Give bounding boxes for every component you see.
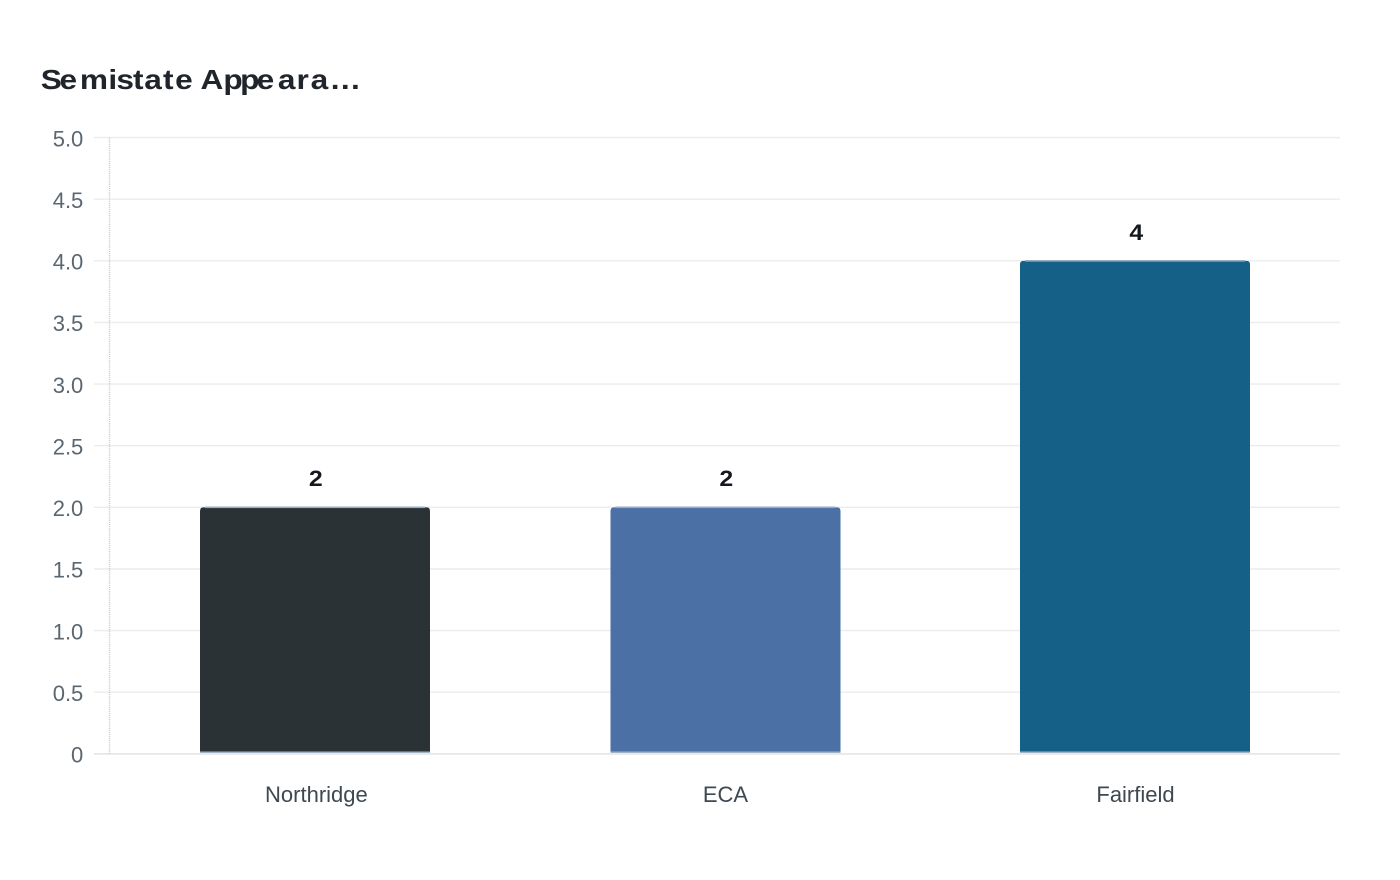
svg-text:4.5: 4.5 [53,188,84,213]
svg-text:1.0: 1.0 [53,619,84,644]
svg-text:Fairfield: Fairfield [1096,782,1174,807]
svg-text:ECA: ECA [703,782,749,807]
svg-text:3.0: 3.0 [53,373,84,398]
svg-text:2.0: 2.0 [53,496,84,521]
svg-text:2.5: 2.5 [53,434,84,459]
svg-text:2: 2 [719,466,733,490]
svg-text:0: 0 [71,743,83,768]
svg-text:4: 4 [1129,220,1143,244]
svg-text:4.0: 4.0 [53,250,84,275]
svg-text:1.5: 1.5 [53,558,84,583]
svg-text:Northridge: Northridge [265,782,368,807]
svg-text:Semistate Appeara...: Semistate Appeara... [41,65,360,96]
svg-text:2: 2 [309,466,323,490]
svg-text:3.5: 3.5 [53,311,84,336]
svg-text:5.0: 5.0 [53,126,84,151]
svg-text:0.5: 0.5 [53,681,84,706]
